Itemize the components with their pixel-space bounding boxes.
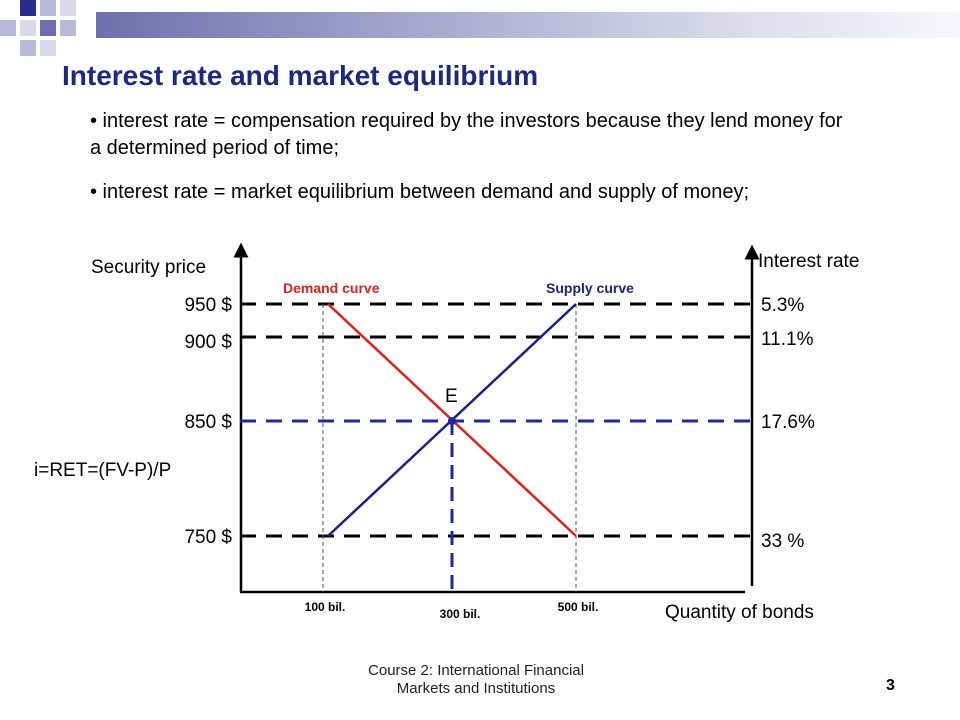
deco-square-5	[20, 20, 36, 36]
quantity-label-300: 300 bil.	[440, 607, 481, 621]
deco-square-6	[40, 20, 56, 36]
price-label-900: 900 $	[184, 332, 232, 353]
formula-label: i=RET=(FV-P)/P	[34, 460, 171, 481]
demand-curve-label: Demand curve	[283, 280, 380, 296]
deco-square-3	[60, 0, 76, 16]
footer-line-2: Markets and Institutions	[396, 680, 556, 697]
x-axis-label: Quantity of bonds	[665, 602, 814, 623]
bullet-equilibrium: • interest rate = market equilibrium bet…	[90, 181, 750, 203]
rate-label-33: 33 %	[761, 531, 804, 552]
deco-square-8	[20, 40, 36, 56]
price-label-750: 750 $	[184, 527, 232, 548]
quantity-label-500: 500 bil.	[558, 600, 599, 614]
bullet-compensation: • interest rate = compensation required …	[90, 110, 843, 159]
equilibrium-point	[448, 417, 456, 425]
price-label-950: 950 $	[184, 295, 232, 316]
deco-square-9	[40, 40, 56, 56]
right-axis-label: Interest rate	[758, 251, 859, 272]
supply-curve-label: Supply curve	[546, 280, 634, 296]
deco-square-1	[20, 0, 36, 16]
rate-label-5-3: 5.3%	[761, 295, 804, 316]
footer-course: Course 2: International Financial Market…	[300, 662, 652, 698]
page-number: 3	[886, 677, 895, 694]
deco-square-4	[0, 20, 16, 36]
price-label-850: 850 $	[184, 412, 232, 433]
rate-label-11-1: 11.1%	[761, 329, 814, 350]
deco-square-2	[40, 0, 56, 16]
left-axis-label: Security price	[91, 257, 206, 278]
footer-line-1: Course 2: International Financial	[368, 662, 584, 679]
rate-label-17-6: 17.6%	[761, 412, 815, 433]
header-gradient-bar	[96, 12, 960, 38]
slide-title: Interest rate and market equilibrium	[62, 60, 539, 91]
deco-square-7	[60, 20, 76, 36]
quantity-label-100: 100 bil.	[305, 600, 346, 614]
equilibrium-label: E	[445, 386, 458, 407]
